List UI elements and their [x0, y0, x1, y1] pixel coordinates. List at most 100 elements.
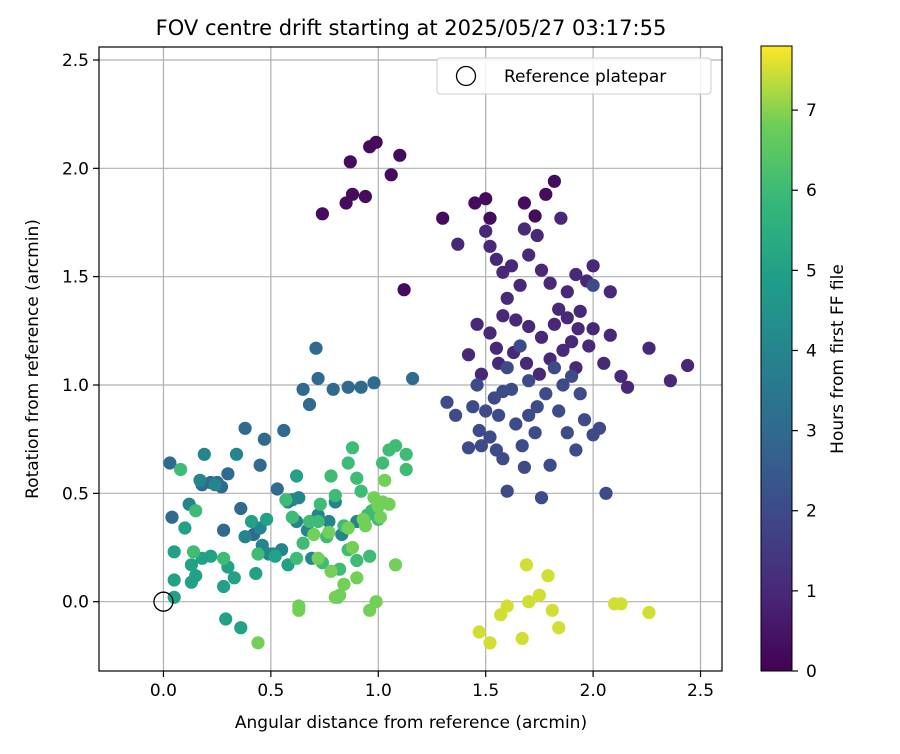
colorbar-gradient — [760, 45, 793, 672]
data-point — [186, 545, 201, 559]
data-point — [388, 558, 403, 572]
data-point — [341, 456, 355, 470]
data-point — [399, 447, 413, 461]
colorbar-tick-label: 4 — [806, 341, 817, 361]
data-point — [302, 397, 317, 412]
data-point — [461, 348, 476, 362]
reference-platepar-marker — [153, 591, 174, 612]
data-point — [642, 341, 656, 355]
data-point — [167, 573, 181, 587]
data-point — [500, 484, 514, 498]
data-point — [333, 588, 347, 602]
data-point — [178, 521, 192, 535]
data-point — [513, 339, 527, 353]
data-point — [451, 237, 465, 251]
data-point — [193, 473, 207, 487]
data-point — [292, 491, 306, 505]
data-point — [167, 545, 181, 559]
data-point — [479, 224, 493, 238]
legend-box — [436, 57, 712, 95]
x-tick-label: 2.5 — [687, 681, 714, 701]
data-point — [373, 510, 387, 524]
data-point — [382, 497, 396, 511]
data-point — [522, 248, 536, 262]
data-point — [165, 510, 179, 524]
data-point — [541, 569, 555, 583]
data-point — [547, 317, 562, 331]
data-point — [642, 605, 656, 620]
data-point — [345, 441, 360, 455]
data-point — [208, 478, 222, 492]
data-point — [376, 456, 390, 470]
data-point — [681, 358, 695, 373]
data-point — [663, 374, 678, 388]
data-point — [479, 192, 493, 206]
data-point — [337, 577, 351, 591]
colorbar-tick-label: 7 — [806, 101, 817, 121]
data-point — [292, 603, 306, 617]
data-point — [560, 285, 574, 299]
data-point — [530, 400, 544, 414]
x-tick-label: 1.0 — [365, 681, 392, 701]
data-point — [350, 553, 364, 568]
y-tick-label: 1.0 — [62, 376, 89, 396]
data-point — [599, 486, 613, 500]
data-point — [496, 452, 510, 466]
data-point — [530, 228, 544, 243]
data-point — [560, 311, 574, 325]
data-point — [528, 426, 542, 440]
data-point — [534, 263, 549, 277]
data-point — [189, 569, 203, 583]
data-point — [519, 558, 534, 572]
data-point — [517, 460, 532, 474]
grid-layer — [99, 47, 722, 671]
data-point — [569, 443, 583, 457]
data-point — [345, 540, 360, 555]
data-point — [369, 595, 383, 609]
data-point — [554, 211, 568, 225]
data-point — [519, 356, 534, 370]
data-point — [354, 484, 368, 498]
data-point — [363, 549, 377, 563]
data-point — [234, 501, 248, 516]
data-point — [436, 211, 450, 225]
y-tick-label: 2.0 — [62, 159, 89, 179]
data-point — [543, 276, 557, 290]
x-tick-label: 0.0 — [150, 681, 177, 701]
data-point — [472, 423, 486, 438]
data-point — [504, 259, 519, 273]
data-point — [483, 326, 497, 340]
data-point — [311, 514, 325, 529]
data-point — [324, 564, 338, 578]
legend: Reference platepar — [436, 57, 712, 95]
data-point — [197, 447, 211, 461]
data-point — [296, 382, 310, 396]
data-point — [270, 482, 284, 496]
data-point — [290, 469, 304, 483]
data-point — [217, 579, 231, 594]
data-point — [307, 527, 321, 542]
points-layer — [153, 135, 695, 650]
data-point — [217, 551, 231, 565]
y-axis-label: Rotation from reference (arcmin) — [23, 219, 43, 499]
data-point — [290, 551, 304, 565]
plot-frame — [98, 46, 723, 672]
data-point — [522, 319, 536, 334]
y-ticks: 0.0 0.5 1.0 1.5 2.0 2.5 — [62, 51, 99, 613]
data-point — [565, 335, 579, 349]
data-point — [238, 421, 252, 435]
data-point — [324, 469, 338, 483]
data-point — [496, 384, 510, 399]
y-tick-label: 1.5 — [62, 268, 89, 288]
colorbar-ticks: 0 1 2 3 4 5 6 7 — [792, 101, 817, 682]
data-point — [461, 441, 476, 455]
legend-entry-reference: Reference platepar — [504, 67, 666, 87]
data-point — [313, 497, 327, 511]
chart-title: FOV centre drift starting at 2025/05/27 … — [156, 16, 667, 40]
data-point — [345, 187, 360, 201]
y-tick-label: 0.0 — [62, 593, 89, 613]
data-point — [244, 514, 259, 529]
data-point — [513, 278, 527, 292]
data-point — [341, 521, 355, 535]
data-point — [560, 426, 574, 440]
